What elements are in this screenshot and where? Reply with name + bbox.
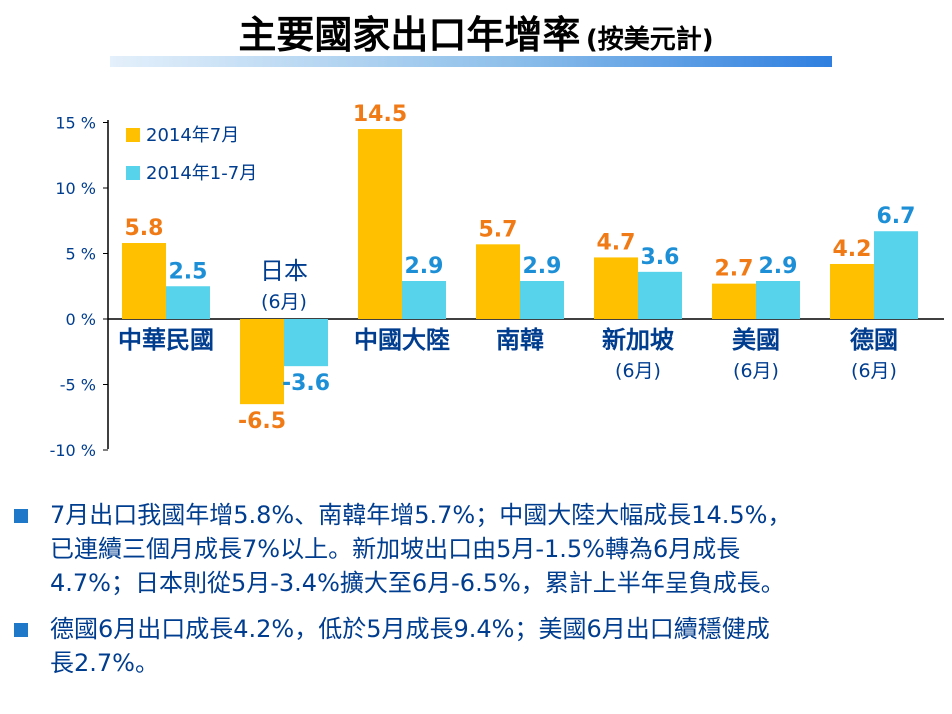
y-tick-label: 0 % (66, 310, 96, 329)
data-label: 2.5 (169, 259, 208, 284)
bar (638, 271, 682, 319)
category-note: (6月) (261, 291, 307, 313)
category-note: (6月) (733, 360, 779, 382)
legend-label: 2014年7月 (146, 125, 239, 146)
category-label: 中國大陸 (354, 326, 450, 354)
bar (520, 281, 564, 319)
title-subtitle: (按美元計) (585, 25, 714, 55)
category-label: 美國 (732, 326, 780, 354)
category-note: (6月) (615, 360, 661, 382)
data-label: -3.6 (282, 371, 330, 396)
bullet-line: 4.7%；日本則從5月-3.4%擴大至6月-6.5%，累計上半年呈負成長。 (50, 569, 785, 597)
legend-label: 2014年1-7月 (146, 163, 257, 184)
bullet-line: 德國6月出口成長4.2%，低於5月成長9.4%；美國6月出口續穩健成 (50, 615, 770, 643)
bullet-list: 7月出口我國年增5.8%、南韓年增5.7%；中國大陸大幅成長14.5%， 已連續… (0, 498, 952, 680)
chart-title: 主要國家出口年增率 (按美元計) (0, 4, 952, 59)
data-label: 4.2 (833, 237, 872, 262)
bar (712, 283, 756, 319)
bar (122, 243, 166, 319)
bullet-line: 7月出口我國年增5.8%、南韓年增5.7%；中國大陸大幅成長14.5%， (50, 501, 792, 529)
category-note: (6月) (851, 360, 897, 382)
bullet-item: 德國6月出口成長4.2%，低於5月成長9.4%；美國6月出口續穩健成 長2.7%… (0, 612, 952, 680)
bar (874, 231, 918, 319)
bar (284, 319, 328, 367)
data-label: 2.9 (405, 254, 444, 279)
bar (756, 281, 800, 319)
y-tick-label: 5 % (66, 245, 96, 264)
legend-swatch (126, 166, 140, 180)
data-label: 2.9 (523, 254, 562, 279)
data-label: 6.7 (877, 204, 916, 229)
category-label: 日本 (260, 257, 308, 285)
category-label: 南韓 (496, 326, 544, 354)
data-label: 2.9 (759, 254, 798, 279)
y-tick-label: -5 % (60, 376, 96, 395)
y-tick-label: 15 % (55, 114, 96, 133)
data-label: -6.5 (238, 409, 286, 434)
bullet-square-icon (14, 623, 28, 637)
y-tick-label: 10 % (55, 179, 96, 198)
bar-chart: 15 % 10 % 5 % 0 % -5 % -10 % 5.82.5 中華民國 -6.5 -3.… (50, 102, 944, 460)
bullet-line: 已連續三個月成長7%以上。新加坡出口由5月-1.5%轉為6月成長 (50, 535, 741, 563)
bullet-line: 長2.7%。 (50, 649, 159, 677)
bar (240, 319, 284, 405)
bar (402, 281, 446, 319)
data-label: 5.8 (125, 216, 164, 241)
bar (358, 129, 402, 319)
category-label: 中華民國 (118, 326, 214, 354)
legend-swatch (126, 128, 140, 142)
bar (476, 244, 520, 319)
title-underline-bar (110, 56, 832, 67)
category-label: 新加坡 (602, 326, 674, 354)
data-label: 14.5 (353, 102, 407, 127)
data-label: 2.7 (715, 257, 754, 282)
bar (166, 286, 210, 319)
bar (594, 257, 638, 319)
data-label: 5.7 (479, 217, 518, 242)
data-label: 4.7 (597, 230, 636, 255)
category-label: 德國 (850, 326, 898, 354)
bullet-square-icon (14, 509, 28, 523)
title-main: 主要國家出口年增率 (238, 13, 581, 57)
data-label: 3.6 (641, 245, 680, 270)
bullet-item: 7月出口我國年增5.8%、南韓年增5.7%；中國大陸大幅成長14.5%， 已連續… (0, 498, 952, 600)
bar (830, 263, 874, 319)
y-tick-label: -10 % (50, 441, 96, 460)
